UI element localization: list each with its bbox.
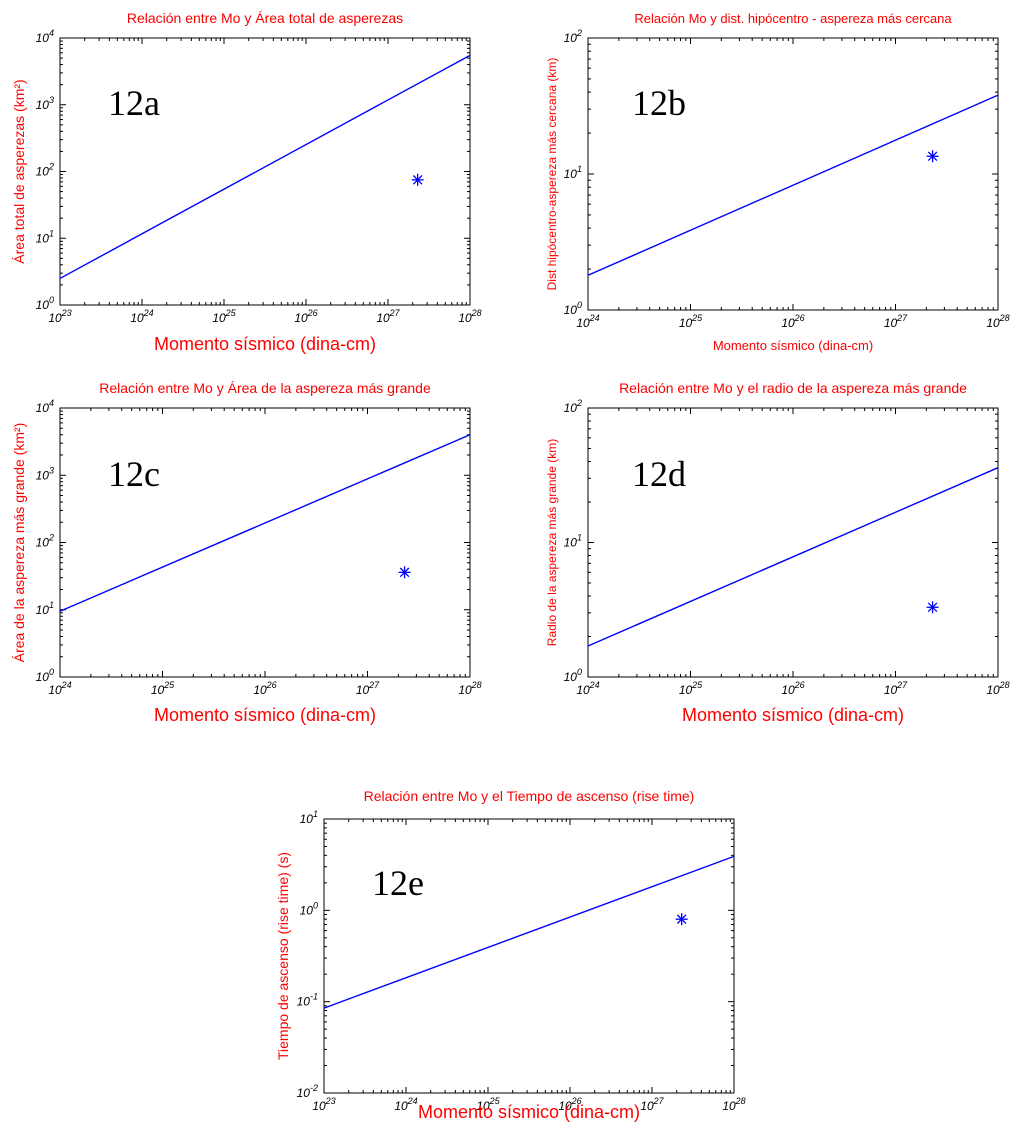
y-tick-label: 10-2: [297, 1083, 318, 1100]
plot-frame: [323, 818, 735, 1094]
plot-frame: [587, 37, 999, 311]
y-tick-label: 103: [36, 95, 54, 112]
x-tick-label: 1027: [884, 313, 908, 330]
chart-title: Relación entre Mo y Área total de aspere…: [127, 10, 403, 26]
x-tick-label: 1024: [576, 313, 599, 330]
x-tick-label: 1023: [312, 1096, 335, 1113]
y-tick-label: 10-1: [297, 992, 318, 1009]
y-tick-label: 104: [36, 398, 54, 415]
y-tick-label: 100: [300, 900, 318, 917]
panel-tag: 12d: [632, 454, 686, 494]
axis-ticks: [587, 407, 999, 678]
y-tick-label: 102: [36, 162, 54, 179]
y-tick-label: 102: [564, 28, 582, 45]
chart-panel-12d: 1024 1025 1026 1027 1028 100 101 102 Relación en…: [545, 380, 1010, 725]
x-tick-label: 1026: [294, 308, 317, 325]
axis-ticks: [587, 37, 999, 311]
y-axis-label: Tiempo de ascenso (rise time) (s): [275, 852, 291, 1060]
chart-panel-12e: 1023 1024 1025 1026 1027 102810-210-1100101Re…: [275, 788, 746, 1122]
x-axis-label: Momento sísmico (dina-cm): [154, 705, 376, 725]
axis-ticks: [59, 407, 471, 678]
x-tick-label: 1028: [722, 1096, 745, 1113]
data-point-asterisk: [926, 601, 939, 614]
y-tick-label: 104: [36, 28, 54, 45]
y-tick-label: 100: [36, 667, 54, 684]
x-tick-label: 1027: [356, 680, 380, 697]
x-tick-label: 1026: [781, 680, 804, 697]
plot-frame: [59, 37, 471, 306]
y-tick-label: 103: [36, 465, 54, 482]
x-tick-label: 1028: [458, 680, 481, 697]
chart-panel-12c: 1024 1025 1026 1027 1028 100 101 102 103 104 Relac…: [11, 380, 482, 725]
x-axis-label: Momento sísmico (dina-cm): [682, 705, 904, 725]
x-tick-label: 1025: [151, 680, 175, 697]
y-tick-label: 100: [36, 295, 54, 312]
y-tick-label: 101: [564, 164, 582, 181]
fit-line: [587, 94, 999, 276]
x-tick-label: 1025: [212, 308, 236, 325]
panel-tag: 12c: [108, 454, 160, 494]
x-tick-label: 1026: [781, 313, 804, 330]
y-tick-label: 101: [564, 533, 582, 550]
y-tick-label: 101: [36, 228, 54, 245]
x-tick-label: 1028: [458, 308, 481, 325]
x-tick-label: 1025: [679, 680, 703, 697]
x-tick-label: 1026: [253, 680, 276, 697]
x-tick-label: 1024: [576, 680, 599, 697]
y-tick-label: 102: [564, 398, 582, 415]
x-tick-label: 1027: [640, 1096, 664, 1113]
x-axis-label: Momento sísmico (dina-cm): [418, 1102, 640, 1122]
y-tick-label: 102: [36, 533, 54, 550]
x-tick-label: 1024: [130, 308, 153, 325]
x-tick-label: 1028: [986, 680, 1009, 697]
y-tick-label: 101: [300, 809, 318, 826]
plot-frame: [59, 407, 471, 678]
chart-title: Relación entre Mo y el radio de la asper…: [619, 380, 967, 396]
x-tick-label: 1028: [986, 313, 1009, 330]
y-tick-label: 100: [564, 667, 582, 684]
data-point-asterisk: [926, 150, 939, 163]
fit-line: [587, 467, 999, 647]
panel-tag: 12a: [108, 83, 160, 123]
x-tick-label: 1024: [394, 1096, 417, 1113]
axis-ticks: [59, 37, 471, 306]
y-axis-label: Área de la aspereza más grande (km²): [11, 423, 27, 663]
x-tick-label: 1024: [48, 680, 71, 697]
x-axis-label: Momento sísmico (dina-cm): [154, 334, 376, 354]
y-axis-label: Dist hipócentro-aspereza más cercana (km…: [545, 58, 559, 291]
panel-tag: 12b: [632, 83, 686, 123]
plot-frame: [587, 407, 999, 678]
x-tick-label: 1023: [48, 308, 71, 325]
y-tick-label: 100: [564, 300, 582, 317]
panel-tag: 12e: [372, 863, 424, 903]
chart-title: Relación Mo y dist. hipócentro - asperez…: [634, 11, 952, 26]
x-tick-label: 1027: [884, 680, 908, 697]
y-axis-label: Radio de la aspereza más grande (km): [545, 439, 559, 646]
chart-panel-12a: 1023 1024 1025 1026 1027 1028 100 101 102 103 104 R…: [11, 10, 482, 354]
y-axis-label: Área total de asperezas (km²): [11, 79, 27, 263]
x-tick-label: 1027: [376, 308, 400, 325]
chart-title: Relación entre Mo y Área de la aspereza …: [99, 380, 431, 396]
fit-line: [59, 54, 471, 280]
data-point-asterisk: [411, 173, 424, 186]
fit-line: [59, 434, 471, 612]
data-point-asterisk: [675, 913, 688, 926]
x-tick-label: 1025: [679, 313, 703, 330]
chart-panel-12b: 1024 1025 1026 1027 1028 100 101 102 Relación Mo…: [545, 11, 1010, 353]
fit-line: [323, 855, 735, 1009]
y-tick-label: 101: [36, 600, 54, 617]
axis-ticks: [323, 818, 735, 1094]
x-axis-label: Momento sísmico (dina-cm): [713, 338, 873, 353]
data-point-asterisk: [398, 566, 411, 579]
chart-title: Relación entre Mo y el Tiempo de ascenso…: [364, 788, 695, 804]
